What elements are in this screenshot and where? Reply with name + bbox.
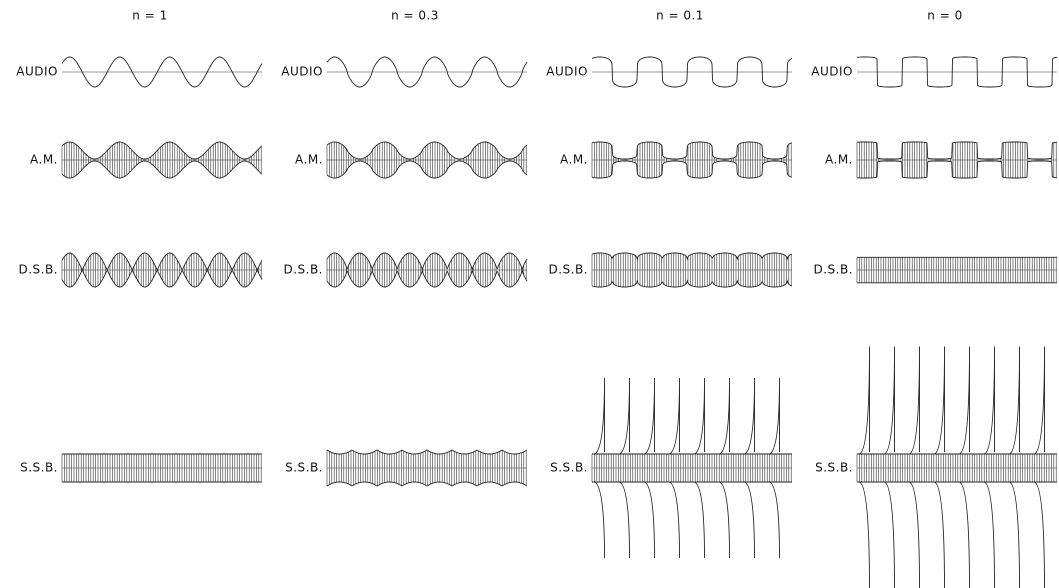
envelope-top [327, 253, 527, 269]
envelope-bottom [327, 271, 527, 287]
envelope-top [62, 253, 262, 270]
envelope-top [327, 450, 527, 454]
envelope-bottom [327, 482, 527, 486]
figure: n = 1 AUDIO A.M. D.S.B. S.S.B. n = 0.3 AUDIO A.… [0, 0, 1059, 588]
panel-column: n = 1 AUDIO A.M. D.S.B. S.S.B. [16, 9, 262, 483]
envelope-bottom [327, 161, 527, 178]
row-label: D.S.B. [548, 263, 588, 277]
row-label: AUDIO [546, 65, 588, 79]
row-label: A.M. [30, 153, 58, 167]
envelope-top [62, 142, 262, 159]
row-label: AUDIO [16, 65, 58, 79]
envelope-bottom [857, 161, 1057, 178]
panel-column: n = 0.3 AUDIO A.M. D.S.B. S.S.B. [281, 9, 527, 487]
row-label: S.S.B. [20, 461, 58, 475]
row-label: S.S.B. [815, 461, 853, 475]
row-label: A.M. [825, 153, 853, 167]
row-label: AUDIO [811, 65, 853, 79]
row-label: D.S.B. [18, 263, 58, 277]
column-header: n = 1 [132, 9, 167, 23]
envelope-bottom [592, 161, 792, 178]
envelope-bottom [592, 281, 792, 287]
row-label: S.S.B. [550, 461, 588, 475]
column-header: n = 0.3 [391, 9, 439, 23]
row-label: D.S.B. [283, 263, 323, 277]
envelope-bottom [62, 270, 262, 287]
row-label: D.S.B. [813, 263, 853, 277]
envelope-bottom [62, 161, 262, 178]
envelope-top [592, 253, 792, 259]
row-label: A.M. [295, 153, 323, 167]
envelope-top [857, 142, 1057, 159]
envelope-top [592, 142, 792, 159]
row-label: AUDIO [281, 65, 323, 79]
panel-column: n = 0.1 AUDIO A.M. D.S.B. S.S.B. [546, 9, 792, 559]
column-header: n = 0.1 [656, 9, 704, 23]
envelope-top [327, 142, 527, 159]
row-label: A.M. [560, 153, 588, 167]
panel-column: n = 0 AUDIO A.M. D.S.B. S.S.B. [811, 9, 1057, 588]
row-label: S.S.B. [285, 461, 323, 475]
column-header: n = 0 [927, 9, 962, 23]
ssb-spikes [860, 347, 1045, 588]
